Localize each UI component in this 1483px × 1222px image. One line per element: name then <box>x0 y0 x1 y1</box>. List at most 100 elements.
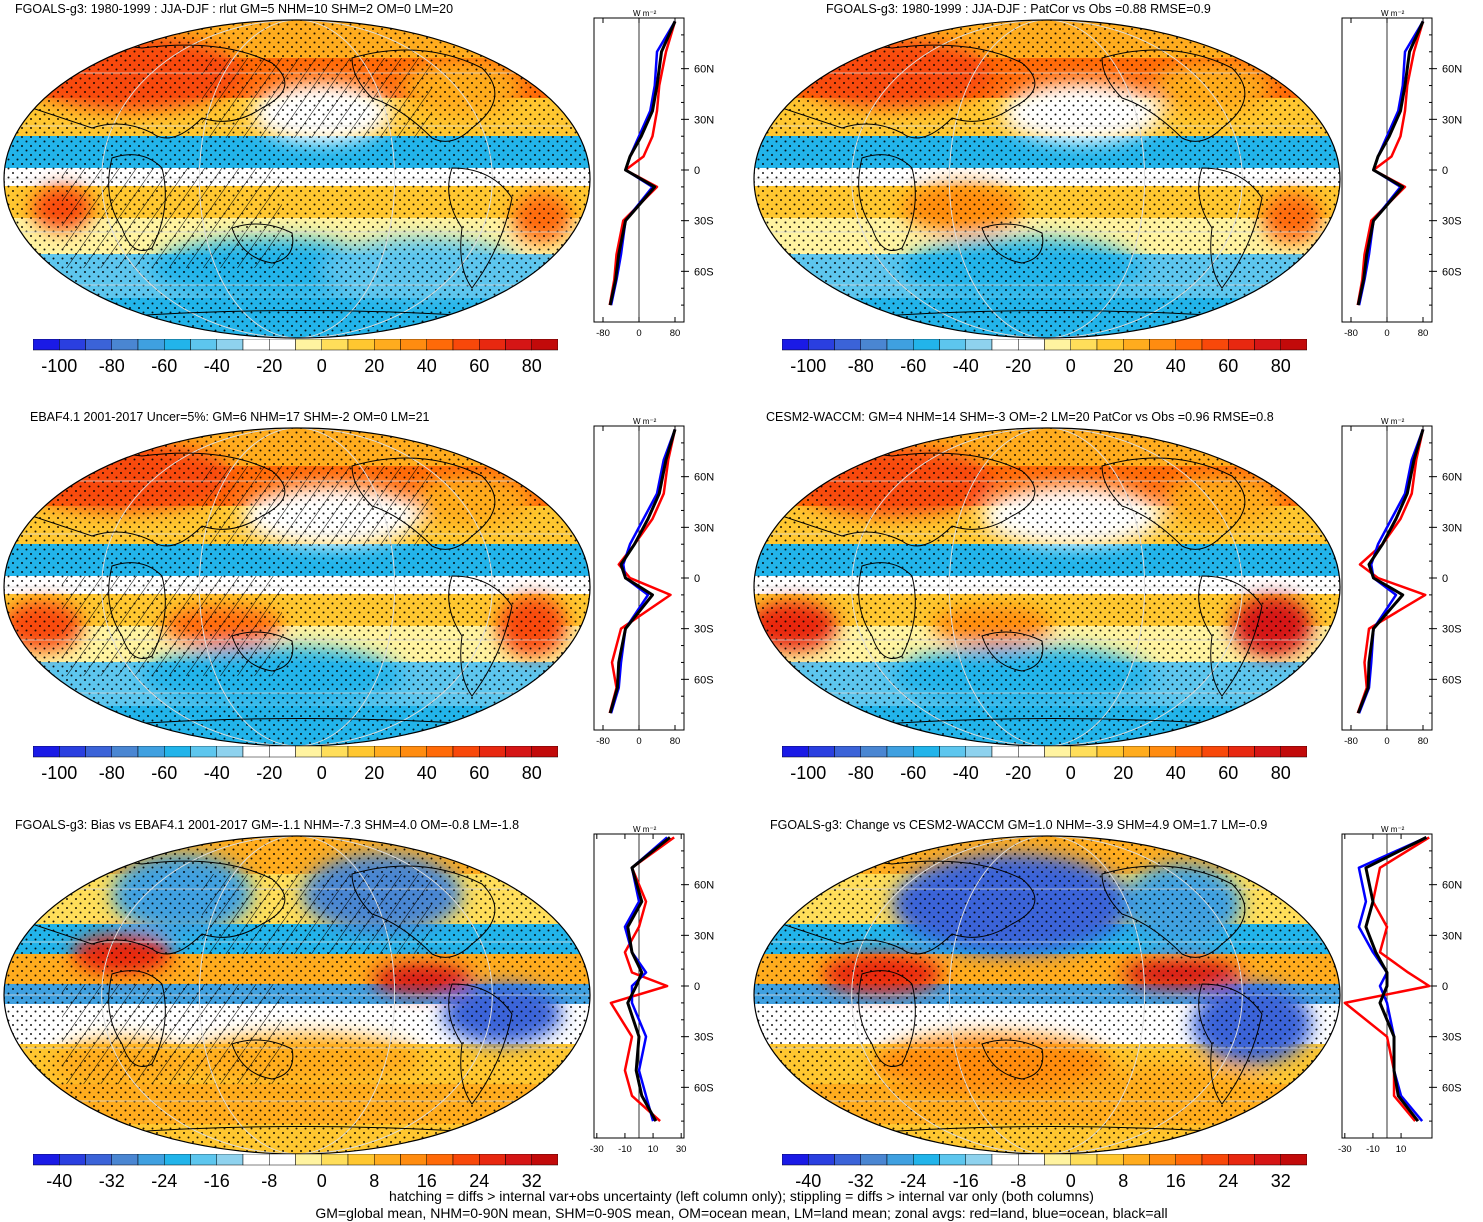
colorbar-4: -100-80-60-40-20020406080100 <box>782 746 1307 783</box>
zonal-unit-label: W m⁻² <box>633 417 657 426</box>
colorbar-swatch <box>452 1154 480 1166</box>
colorbar-tick-label: 0 <box>1066 763 1076 783</box>
colorbar-swatch <box>479 339 506 351</box>
colorbar-swatch <box>991 746 1019 758</box>
colorbar-swatch <box>782 1154 809 1166</box>
colorbar-swatch <box>321 746 349 758</box>
colorbar-tick-label: -32 <box>848 1171 874 1191</box>
latitude-tick-label: 30S <box>1442 1032 1462 1044</box>
colorbar-swatch <box>886 746 914 758</box>
colorbar-swatch <box>1018 339 1045 351</box>
colorbar-tick-label: 40 <box>1166 763 1186 783</box>
colorbar-swatch <box>374 339 401 351</box>
colorbar-swatch <box>295 746 322 758</box>
colorbar-swatch <box>1175 339 1203 351</box>
zonal-line-ocean <box>609 20 677 306</box>
latitude-tick-label: 30N <box>1442 522 1462 534</box>
world-map-4 <box>753 427 1341 747</box>
colorbar-swatch <box>1254 746 1281 758</box>
zonal-x-tick-label: 10 <box>648 1144 659 1155</box>
colorbar-swatch <box>137 1154 165 1166</box>
colorbar-swatch <box>1096 339 1124 351</box>
colorbar-tick-label: 80 <box>522 763 542 783</box>
colorbar-tick-label: -40 <box>46 1171 72 1191</box>
colorbar-tick-label: -80 <box>848 356 874 376</box>
colorbar-swatch <box>374 746 401 758</box>
colorbar-swatch <box>190 746 217 758</box>
colorbar-swatch <box>991 1154 1019 1166</box>
colorbar-swatch <box>400 746 427 758</box>
colorbar-tick-label: 60 <box>1218 356 1238 376</box>
colorbar-swatch <box>808 1154 835 1166</box>
colorbar-swatch <box>111 746 139 758</box>
colorbar-swatch <box>1228 1154 1255 1166</box>
colorbar-swatch <box>111 339 139 351</box>
zonal-average-plot-6: W m⁻² 60N 30N 0 30S 60S -30 -10 10 <box>1338 825 1462 1155</box>
world-map-1 <box>3 19 591 339</box>
colorbar-tick-label: -60 <box>900 763 926 783</box>
colorbar-swatch <box>164 1154 191 1166</box>
latitude-tick-label: 60S <box>694 674 714 686</box>
latitude-tick-label: 30N <box>694 522 714 534</box>
colorbar-swatch <box>374 1154 401 1166</box>
latitude-tick-label: 30S <box>694 624 714 636</box>
colorbar-swatch <box>1228 746 1255 758</box>
zonal-unit-label: W m⁻² <box>1381 9 1405 18</box>
colorbar-swatch <box>1070 746 1098 758</box>
colorbar-swatch <box>216 746 244 758</box>
colorbar-tick-label: 80 <box>1271 356 1291 376</box>
zonal-average-plot-2: W m⁻² 60N 30N 0 30S 60S -80 0 80 <box>1341 9 1462 339</box>
colorbar-swatch <box>1149 746 1176 758</box>
latitude-tick-label: 30N <box>694 114 714 126</box>
colorbar-swatch <box>505 1154 532 1166</box>
colorbar-tick-label: 0 <box>317 356 327 376</box>
colorbar-tick-label: -20 <box>256 356 282 376</box>
colorbar-swatch <box>164 746 191 758</box>
footer-note-hatching: hatching = diffs > internal var+obs unce… <box>389 1188 1094 1204</box>
zonal-x-tick-label: 0 <box>1384 328 1389 339</box>
latitude-tick-label: 30N <box>694 930 714 942</box>
colorbar-tick-label: -16 <box>204 1171 230 1191</box>
panel-title-1: FGOALS-g3: 1980-1999 : JJA-DJF : rlut GM… <box>15 2 454 16</box>
colorbar-tick-label: 0 <box>1066 1171 1076 1191</box>
colorbar-swatch <box>1018 746 1045 758</box>
colorbar-tick-label: 16 <box>417 1171 437 1191</box>
zonal-x-tick-label: -30 <box>1338 1144 1352 1155</box>
colorbar-swatch <box>1070 339 1098 351</box>
colorbar-swatch <box>85 746 112 758</box>
latitude-tick-label: 60S <box>1442 266 1462 278</box>
colorbar-swatch <box>1175 746 1203 758</box>
colorbar-swatch <box>939 746 966 758</box>
colorbar-swatch <box>1149 339 1176 351</box>
colorbar-swatch <box>295 1154 322 1166</box>
latitude-tick-label: 60S <box>694 266 714 278</box>
zonal-line-ocean <box>623 836 668 1122</box>
colorbar-swatch <box>321 339 349 351</box>
colorbar-tick-label: -100 <box>41 356 77 376</box>
colorbar-swatch <box>347 746 375 758</box>
colorbar-swatch <box>137 339 165 351</box>
colorbar-swatch <box>834 1154 861 1166</box>
panel-title-5: FGOALS-g3: Bias vs EBAF4.1 2001-2017 GM=… <box>15 818 520 832</box>
colorbar-tick-label: -8 <box>261 1171 277 1191</box>
colorbar-swatch <box>965 339 993 351</box>
colorbar-tick-label: -80 <box>848 763 874 783</box>
colorbar-tick-label: 80 <box>1271 763 1291 783</box>
zonal-line-all <box>1356 428 1425 714</box>
colorbar-swatch <box>59 746 86 758</box>
zonal-line-land <box>1356 429 1427 714</box>
colorbar-tick-label: -40 <box>953 763 979 783</box>
latitude-tick-label: 60N <box>694 472 714 484</box>
colorbar-tick-label: -16 <box>953 1171 979 1191</box>
colorbar-swatch <box>269 339 296 351</box>
latitude-tick-label: 0 <box>1442 165 1448 177</box>
colorbar-tick-label: -60 <box>900 356 926 376</box>
latitude-tick-label: 30N <box>1442 930 1462 942</box>
colorbar-swatch <box>1096 746 1124 758</box>
colorbar-tick-label: 20 <box>1113 763 1133 783</box>
footer-note-means: GM=global mean, NHM=0-90N mean, SHM=0-90… <box>315 1205 1168 1221</box>
zonal-x-tick-label: -80 <box>1344 736 1358 747</box>
world-map-5 <box>3 835 591 1155</box>
colorbar-swatch <box>59 339 86 351</box>
colorbar-swatch <box>913 746 940 758</box>
